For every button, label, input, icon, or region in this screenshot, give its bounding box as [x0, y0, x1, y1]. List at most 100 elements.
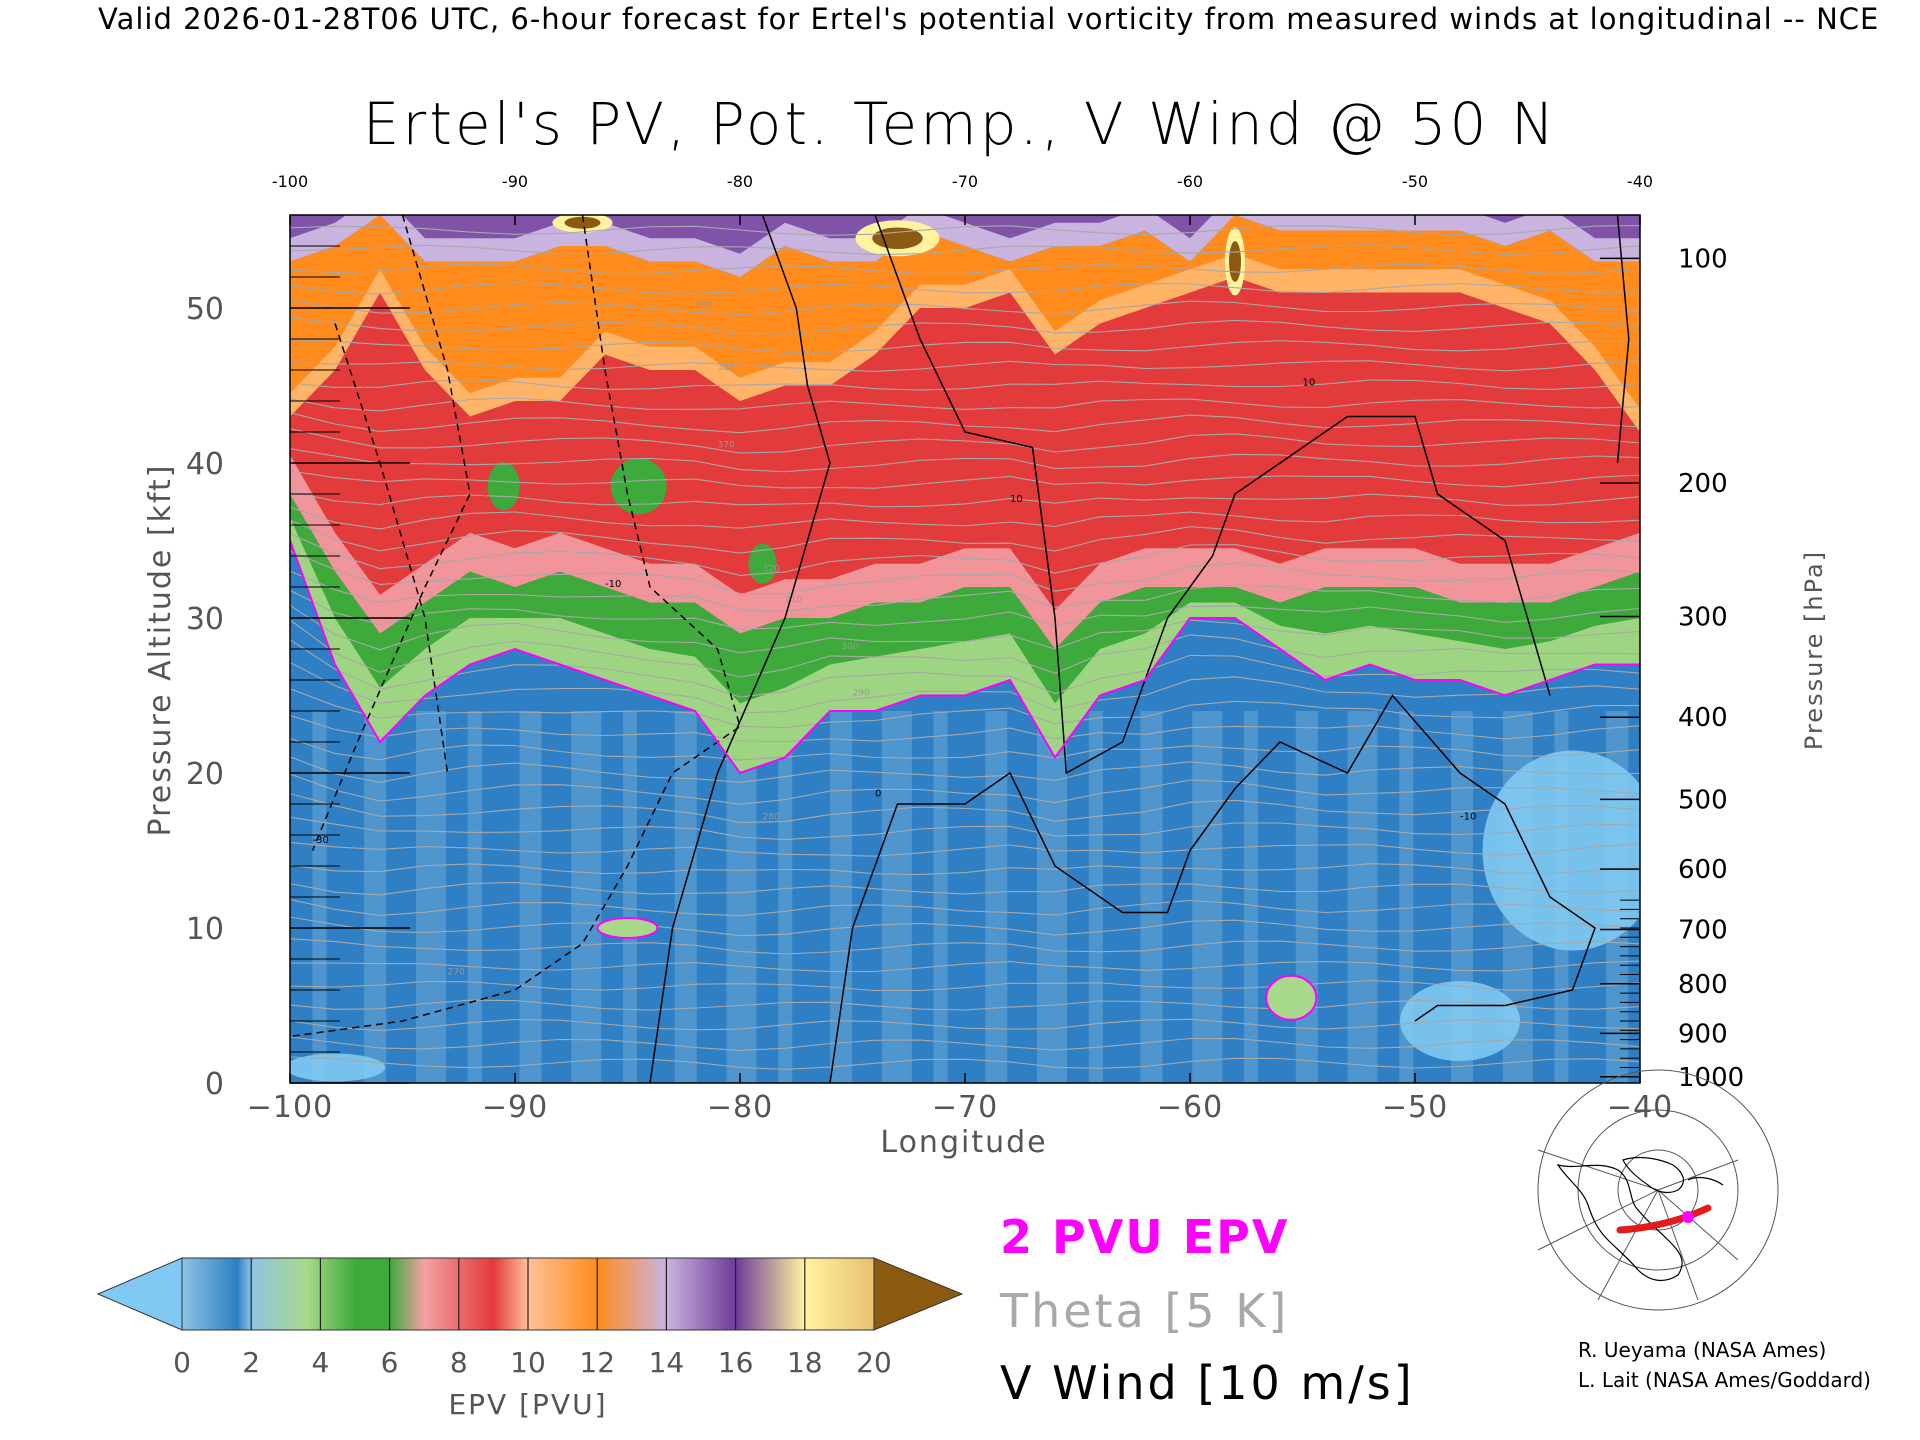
- colorbar-ticks: 0 2 4 6 8 10 12 14 16 18 20: [173, 1258, 892, 1379]
- x-top-tick-label: -90: [502, 172, 528, 191]
- colorbar-tick-label: 12: [579, 1346, 615, 1379]
- y-tick-label: 30: [186, 602, 224, 637]
- pv-streak: [519, 711, 542, 1083]
- theta-contour: [290, 1018, 1640, 1032]
- theta-contour: [290, 898, 1640, 917]
- pv-streak: [1244, 711, 1258, 1083]
- wind-label: -30: [313, 835, 329, 846]
- pv-streak: [830, 711, 852, 1083]
- wind-label: 10: [1303, 378, 1316, 389]
- pv-streak: [1399, 711, 1414, 1083]
- colorbar-tick-label: 0: [173, 1346, 191, 1379]
- x-tick-label: −40: [1607, 1090, 1673, 1125]
- pv-under-patch: [1482, 750, 1640, 951]
- pv-streak: [1347, 711, 1378, 1083]
- pv-band-10-12: [290, 253, 1640, 432]
- theta-contour: [290, 412, 1640, 434]
- theta-contour: [290, 960, 1640, 973]
- colorbar-tick-label: 6: [381, 1346, 399, 1379]
- page-header: Valid 2026-01-28T06 UTC, 6-hour forecast…: [98, 2, 1880, 36]
- theta-contour: [290, 317, 1640, 335]
- y-right-tick-label: 100: [1678, 244, 1728, 274]
- theta-label: 270: [448, 968, 465, 978]
- wind-contour: [334, 323, 449, 774]
- x-top-tick-label: -100: [272, 172, 308, 191]
- y-axis-left: 0 10 20 30 40 50: [186, 245, 410, 1102]
- colorbar-label: EPV [PVU]: [448, 1388, 607, 1421]
- x-tick-label: −60: [1157, 1090, 1223, 1125]
- inset-map-section-line: [1616, 1204, 1712, 1234]
- colorbar-under-arrow: [96, 1257, 183, 1331]
- x-top-tick-label: -40: [1627, 172, 1653, 191]
- colorbar-tick-label: 14: [649, 1346, 685, 1379]
- wind-label: 10: [1010, 494, 1023, 505]
- theta-contour: [290, 299, 1640, 316]
- y-tick-label: 0: [205, 1067, 224, 1102]
- theta-contour: [290, 773, 1640, 805]
- theta-contour: [290, 604, 1640, 654]
- x-axis-top: -100 -90 -80 -70 -60 -50 -40: [272, 172, 1653, 225]
- theta-contour: [290, 225, 1640, 236]
- x-tick-label: −80: [707, 1090, 773, 1125]
- theta-contour: [290, 550, 1640, 595]
- colorbar-tick-label: 10: [510, 1346, 546, 1379]
- y-tick-label: 50: [186, 292, 224, 327]
- theta-contour: [290, 881, 1640, 896]
- theta-contour: [290, 519, 1640, 554]
- theta-contour: [290, 590, 1640, 630]
- theta-contour: [290, 360, 1640, 372]
- colorbar-tick-label: 2: [242, 1346, 260, 1379]
- legend-pvu: 2 PVU EPV: [1000, 1210, 1290, 1264]
- wind-contour: [311, 215, 471, 851]
- theta-contour: [290, 737, 1640, 761]
- theta-contour: [290, 688, 1640, 729]
- pv-streak: [1192, 711, 1223, 1083]
- colorbar-tick-label: 16: [718, 1346, 754, 1379]
- pv-streak: [1140, 711, 1163, 1083]
- theta-contour: [290, 793, 1640, 824]
- theta-contours: 300 310 320 370 380 390 290 280 270: [290, 225, 1640, 1070]
- y-right-tick-label: 500: [1678, 785, 1728, 815]
- inset-map-coast-north: [1622, 1156, 1685, 1194]
- inset-map-coast: [1556, 1164, 1683, 1282]
- theta-contour: [290, 938, 1640, 955]
- wind-contours: 10 -10 0 -30 -10 10: [290, 215, 1630, 1083]
- pv-streak: [1295, 711, 1318, 1083]
- y-right-tick-label: 600: [1678, 855, 1728, 885]
- theta-contour: [290, 980, 1640, 992]
- theta-contour: [290, 263, 1640, 275]
- y-right-tick-label: 1000: [1678, 1063, 1744, 1093]
- wind-contour: [1616, 215, 1630, 464]
- theta-contour: [290, 397, 1640, 412]
- pv-streak: [674, 711, 697, 1083]
- theta-contour: [290, 756, 1640, 783]
- pv-band-2-4: [290, 517, 1640, 773]
- pv-band-10-14: [290, 215, 1640, 432]
- colorbar-tick-label: 20: [856, 1346, 892, 1379]
- y-right-tick-label: 300: [1678, 602, 1728, 632]
- theta-contour: [290, 639, 1640, 698]
- y-tick-label: 40: [186, 447, 224, 482]
- pv-band-16-18: [290, 215, 1640, 254]
- colorbar-tick-label: 8: [450, 1346, 468, 1379]
- theta-label: 310: [785, 596, 802, 606]
- x-axis-bottom: −100 −90 −80 −70 −60 −50 −40: [247, 1073, 1673, 1125]
- y-right-tick-label: 400: [1678, 703, 1728, 733]
- wind-contour: [829, 694, 1596, 1083]
- y-axis-right-label: Pressure [hPa]: [1800, 550, 1828, 750]
- y-tick-label: 10: [186, 912, 224, 947]
- theta-contour: [290, 428, 1640, 454]
- pv-blob-over: [564, 216, 601, 229]
- wind-label: -10: [605, 579, 621, 590]
- pv-streak: [571, 711, 602, 1083]
- theta-contour: [290, 448, 1640, 473]
- theta-contour: [290, 1056, 1640, 1070]
- x-top-tick-label: -80: [727, 172, 753, 191]
- theta-contour: [290, 506, 1640, 530]
- theta-label: 370: [718, 441, 735, 451]
- inset-map-coast-east: [1687, 1176, 1724, 1186]
- y-tick-label: 20: [186, 757, 224, 792]
- y-right-tick-label: 900: [1678, 1019, 1728, 1049]
- pv-streak: [1037, 711, 1067, 1083]
